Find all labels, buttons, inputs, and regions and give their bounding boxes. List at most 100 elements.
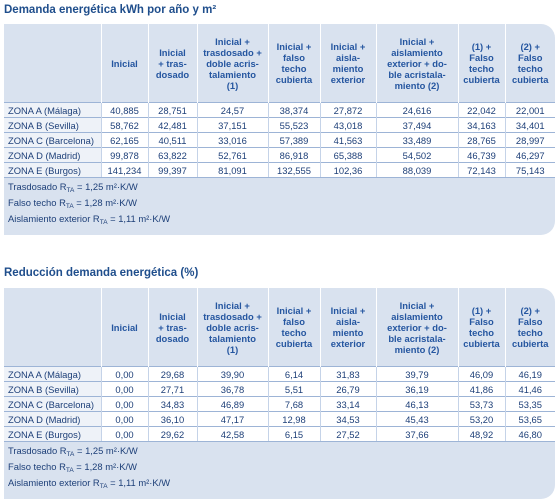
data-cell: 27,71 xyxy=(147,381,197,397)
data-row: ZONA A (Málaga) 0,00 29,68 39,90 6,14 31,83 39… xyxy=(4,366,555,382)
data-row: ZONA D (Madrid) 0,00 36,10 47,17 12,98 34,53 4… xyxy=(4,411,555,427)
data-cell: 0,00 xyxy=(100,366,148,382)
note-text: Trasdosado R xyxy=(8,181,67,192)
data-cell: 37,66 xyxy=(375,426,458,442)
data-cell: 0,00 xyxy=(100,411,148,427)
data-cell: 53,35 xyxy=(504,396,555,412)
note-text: = 1,11 m²·K/W xyxy=(110,213,171,224)
data-cell: 28,751 xyxy=(147,102,197,118)
header-line: dosado xyxy=(155,68,190,80)
row-label: ZONA A (Málaga) xyxy=(4,366,101,382)
row-label: ZONA D (Madrid) xyxy=(4,411,101,427)
note-text: Aislamiento exterior R xyxy=(8,213,100,224)
note-line: Trasdosado RTA = 1,25 m²·K/W xyxy=(8,181,549,197)
data-cell: 55,523 xyxy=(267,117,320,133)
data-cell: 27,52 xyxy=(319,426,376,442)
data-cell: 0,00 xyxy=(100,381,148,397)
data-cell: 0,00 xyxy=(100,426,148,442)
data-cell: 46,80 xyxy=(504,426,555,442)
data-table: Inicial Inicial + tras-dosado Inicial + tras… xyxy=(4,24,555,178)
data-cell: 102,36 xyxy=(319,162,376,178)
header-line: exterior xyxy=(330,338,366,349)
header-line: Inicial xyxy=(159,310,186,322)
header-line: Inicial + xyxy=(276,41,312,52)
header-line: (1) xyxy=(226,343,239,355)
header-line: Inicial + xyxy=(399,299,435,311)
header-line: exterior + do- xyxy=(387,321,447,333)
header-line: techo xyxy=(517,327,543,338)
data-cell: 46,13 xyxy=(375,396,458,412)
header-cell: Inicial + tras-dosado xyxy=(147,24,197,103)
note-text: Falso techo R xyxy=(8,197,66,208)
header-line: exterior + do- xyxy=(387,57,447,69)
data-cell: 39,79 xyxy=(375,366,458,382)
data-row: ZONA B (Sevilla) 58,762 42,481 37,151 55,523… xyxy=(4,117,555,133)
header-line: Falso xyxy=(518,52,543,63)
header-cell: Inicial + trasdosado + doble acris-talamie… xyxy=(196,24,268,103)
header-line: trasdosado + xyxy=(203,310,262,322)
header-cell: Inicial + tras-dosado xyxy=(147,288,197,367)
note-text: = 1,28 m²·K/W xyxy=(76,461,137,472)
data-cell: 42,481 xyxy=(147,117,197,133)
header-line: + tras- xyxy=(158,57,187,69)
data-cell: 42,58 xyxy=(196,426,268,442)
data-cell: 28,765 xyxy=(457,132,505,148)
header-line: talamiento xyxy=(209,68,256,80)
data-cell: 36,19 xyxy=(375,381,458,397)
header-cell: (1) + Falso techo cubierta xyxy=(457,288,505,367)
header-line: (1) + xyxy=(471,305,492,316)
data-cell: 24,616 xyxy=(375,102,458,118)
table-box: Inicial Inicial + tras-dosado Inicial + tras… xyxy=(4,288,555,499)
data-cell: 37,494 xyxy=(375,117,458,133)
data-cell: 48,92 xyxy=(457,426,505,442)
data-cell: 29,62 xyxy=(147,426,197,442)
header-line: ble acristala- xyxy=(388,332,446,344)
header-line: miento (2) xyxy=(394,343,440,355)
header-line: aislamiento xyxy=(391,46,443,58)
data-cell: 54,502 xyxy=(375,147,458,163)
header-row: Inicial Inicial + tras-dosado Inicial + tras… xyxy=(4,24,555,103)
note-text: Aislamiento exterior R xyxy=(8,477,100,488)
data-cell: 22,001 xyxy=(504,102,555,118)
row-label: ZONA C (Barcelona) xyxy=(4,132,101,148)
header-line: falso xyxy=(283,52,305,63)
data-cell: 141,234 xyxy=(100,162,148,178)
data-cell: 33,016 xyxy=(196,132,268,148)
header-line: aisla- xyxy=(336,316,360,327)
note-text: = 1,28 m²·K/W xyxy=(76,197,137,208)
header-cell: (2) + Falso techo cubierta xyxy=(504,24,555,103)
data-cell: 53,20 xyxy=(457,411,505,427)
header-cell: (2) + Falso techo cubierta xyxy=(504,288,555,367)
data-cell: 46,09 xyxy=(457,366,505,382)
data-cell: 81,091 xyxy=(196,162,268,178)
data-cell: 62,165 xyxy=(100,132,148,148)
data-cell: 26,79 xyxy=(319,381,376,397)
data-cell: 53,73 xyxy=(457,396,505,412)
data-cell: 88,039 xyxy=(375,162,458,178)
note-subscript: TA xyxy=(99,483,108,490)
data-cell: 65,388 xyxy=(319,147,376,163)
header-cell: (1) + Falso techo cubierta xyxy=(457,24,505,103)
note-subscript: TA xyxy=(65,467,74,474)
row-label: ZONA D (Madrid) xyxy=(4,147,101,163)
header-line: Falso xyxy=(469,52,494,63)
data-cell: 41,563 xyxy=(319,132,376,148)
section-title: Demanda energética kWh por año y m² xyxy=(4,4,217,16)
header-line: cubierta xyxy=(512,338,549,349)
note-text: = 1,25 m²·K/W xyxy=(76,181,138,192)
data-cell: 53,65 xyxy=(504,411,555,427)
header-line: Inicial xyxy=(159,46,186,58)
header-line: aisla- xyxy=(336,52,360,63)
data-cell: 47,17 xyxy=(196,411,268,427)
data-cell: 58,762 xyxy=(100,117,148,133)
header-line: cubierta xyxy=(463,74,500,85)
header-line: talamiento xyxy=(209,332,256,344)
note-line: Trasdosado RTA = 1,25 m²·K/W xyxy=(8,445,549,461)
note-text: Trasdosado R xyxy=(8,445,67,456)
header-line: (2) + xyxy=(520,41,541,52)
data-cell: 0,00 xyxy=(100,396,148,412)
header-line: Inicial + xyxy=(330,305,366,316)
data-cell: 41,86 xyxy=(457,381,505,397)
header-line: techo xyxy=(517,63,543,74)
